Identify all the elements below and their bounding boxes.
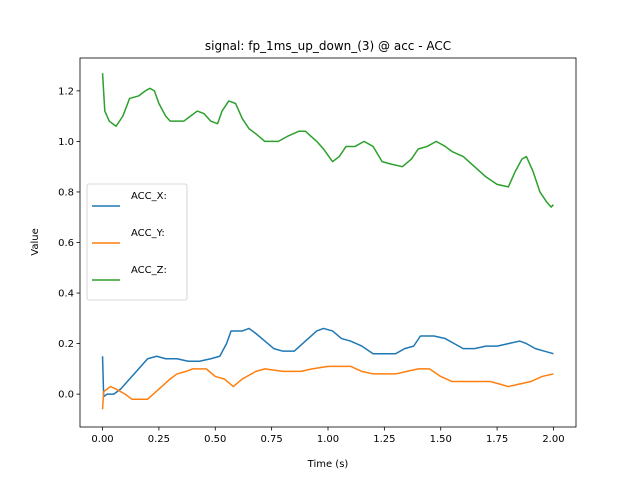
y-tick-label: 0.8	[58, 187, 74, 198]
y-tick-label: 0.2	[58, 339, 74, 350]
x-tick-label: 0.25	[148, 434, 170, 445]
y-tick-label: 0.4	[58, 289, 74, 300]
plot-series	[101, 73, 555, 410]
chart-title: signal: fp_1ms_up_down_(3) @ acc - ACC	[205, 39, 451, 53]
x-tick-label: 2.00	[542, 434, 564, 445]
y-tick-label: 0.6	[58, 238, 74, 249]
x-tick-label: 1.50	[430, 434, 452, 445]
series-line-2	[101, 365, 554, 410]
legend-label-3: ACC_Z:	[131, 265, 167, 276]
series-line-3	[101, 73, 555, 208]
x-tick-label: 1.00	[317, 434, 339, 445]
y-axis-label: Value	[30, 228, 41, 255]
series-line-1	[101, 327, 554, 398]
x-tick-label: 1.75	[486, 434, 508, 445]
y-axis: 0.0 0.2 0.4 0.6 0.8 1.0 1.2	[58, 86, 80, 401]
x-tick-label: 0.75	[261, 434, 283, 445]
y-tick-label: 1.0	[58, 137, 74, 148]
x-tick-label: 0.50	[204, 434, 226, 445]
legend-box	[86, 183, 188, 301]
legend-label-2: ACC_Y:	[131, 228, 165, 239]
x-axis-label: Time (s)	[307, 459, 349, 470]
x-tick-label: 1.25	[373, 434, 395, 445]
x-axis: 0.00 0.25 0.50 0.75 1.00 1.25 1.50 1.75 2.00	[91, 427, 565, 445]
legend-label-1: ACC_X:	[131, 191, 167, 202]
y-tick-label: 0.0	[58, 390, 74, 401]
x-tick-label: 0.00	[91, 434, 113, 445]
y-tick-label: 1.2	[58, 86, 74, 97]
legend: ACC_X: ACC_Y: ACC_Z:	[86, 183, 188, 301]
